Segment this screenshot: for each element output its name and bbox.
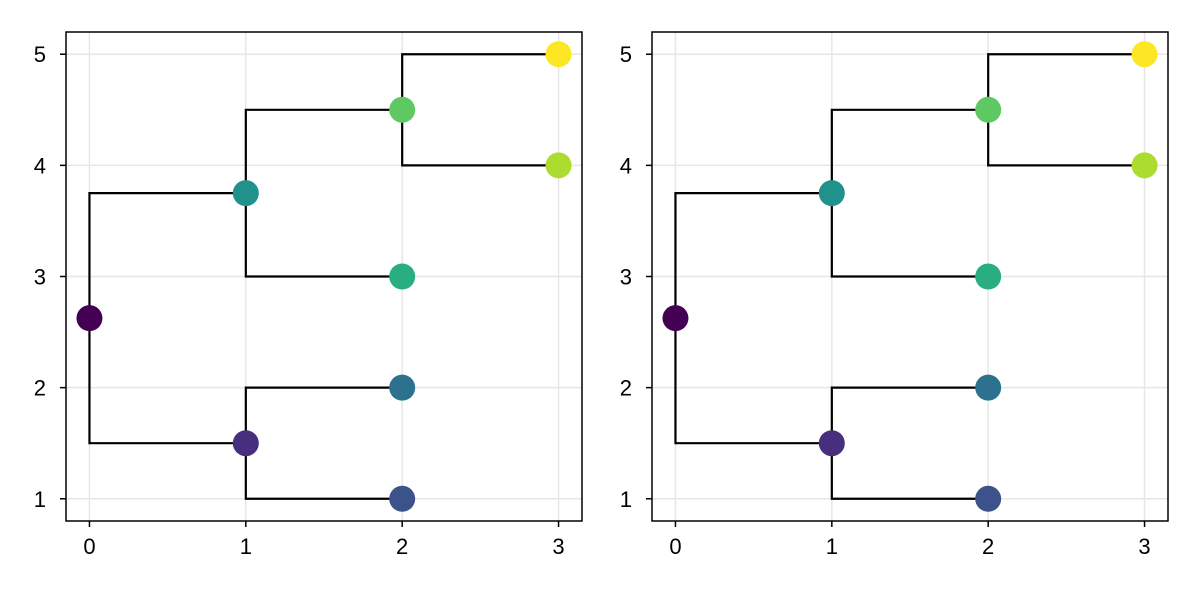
tree-link bbox=[830, 193, 989, 278]
tree-node-point bbox=[1131, 41, 1158, 68]
tree-link bbox=[244, 443, 403, 500]
tree-link bbox=[244, 108, 403, 194]
tree-node-point bbox=[232, 430, 259, 457]
tree-node-point bbox=[975, 374, 1002, 401]
x-tick-label: 2 bbox=[982, 534, 994, 559]
panel-2: 0 1 2 3 1 2 3 4 5 bbox=[620, 31, 1169, 559]
tree-node-point bbox=[389, 374, 416, 401]
tree-link bbox=[401, 109, 559, 167]
y-tick-label: 1 bbox=[34, 487, 46, 512]
tree-link bbox=[401, 53, 559, 110]
tree-node-point bbox=[662, 305, 689, 332]
tree-node-point bbox=[545, 41, 572, 68]
tree-link bbox=[88, 318, 246, 445]
x-tick-label: 2 bbox=[396, 534, 408, 559]
x-tick-label: 3 bbox=[1138, 534, 1150, 559]
x-tick-label: 3 bbox=[552, 534, 564, 559]
y-tick-label: 5 bbox=[620, 42, 632, 67]
tree-node-point bbox=[232, 180, 259, 207]
tree-node-point bbox=[975, 263, 1002, 290]
x-tick-label: 1 bbox=[826, 534, 838, 559]
y-tick-label: 2 bbox=[34, 376, 46, 401]
tree-node-point bbox=[389, 485, 416, 512]
tree-node-point bbox=[1131, 152, 1158, 179]
tree-link bbox=[244, 386, 403, 444]
tree-link bbox=[244, 193, 403, 278]
tree-link bbox=[674, 192, 832, 319]
y-tick-label: 4 bbox=[620, 153, 632, 178]
panel-1: 0 1 2 3 1 2 3 4 5 bbox=[34, 31, 583, 559]
x-tick-label: 0 bbox=[83, 534, 95, 559]
tree-node-point bbox=[76, 305, 103, 332]
tree-node-point bbox=[818, 180, 845, 207]
y-tick-label: 2 bbox=[620, 376, 632, 401]
tree-link bbox=[674, 318, 832, 445]
tree-link bbox=[987, 109, 1145, 167]
tree-link bbox=[987, 53, 1145, 110]
y-tick-label: 5 bbox=[34, 42, 46, 67]
x-tick-label: 1 bbox=[240, 534, 252, 559]
y-tick-label: 3 bbox=[34, 265, 46, 290]
tree-link bbox=[830, 108, 989, 194]
tree-link bbox=[830, 443, 989, 500]
y-tick-label: 4 bbox=[34, 153, 46, 178]
tree-link bbox=[830, 386, 989, 444]
tree-node-point bbox=[389, 96, 416, 123]
tree-node-point bbox=[818, 430, 845, 457]
x-tick-label: 0 bbox=[669, 534, 681, 559]
tree-link bbox=[88, 192, 246, 319]
tree-node-point bbox=[975, 96, 1002, 123]
y-tick-label: 3 bbox=[620, 265, 632, 290]
tree-node-point bbox=[389, 263, 416, 290]
tree-node-point bbox=[545, 152, 572, 179]
tree-node-point bbox=[975, 485, 1002, 512]
y-tick-label: 1 bbox=[620, 487, 632, 512]
